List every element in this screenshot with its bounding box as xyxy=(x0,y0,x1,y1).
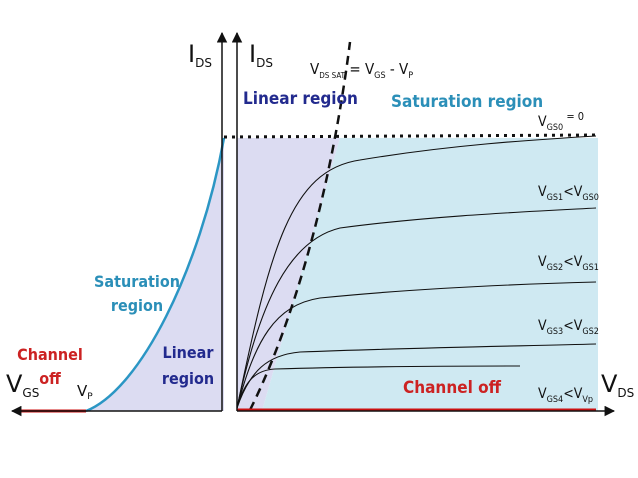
curve-label-vgs0: VGS0 = 0 xyxy=(538,110,584,133)
output-curve-vgs3 xyxy=(236,343,597,409)
left-saturation-label-line2: region xyxy=(111,296,163,315)
left-y-axis-label: IDS xyxy=(188,40,212,70)
idss-dotted-line xyxy=(223,133,599,139)
output-curve-vgs2 xyxy=(236,281,597,409)
output-curve-vgs0 xyxy=(236,135,597,409)
right-saturation-region-fill xyxy=(262,138,598,411)
right-x-axis-label: VDS xyxy=(601,370,634,400)
transfer-characteristic-curve xyxy=(85,137,226,413)
vds-sat-boundary-dashed xyxy=(248,41,352,411)
left-linear-label-line2: region xyxy=(162,369,214,388)
curve-label-vgs3: VGS3<VGS2 xyxy=(538,318,599,337)
output-curve-vgs1 xyxy=(236,207,597,409)
left-x-axis-label: VGS xyxy=(6,370,39,400)
left-channel-off-label-line2: off xyxy=(39,369,61,388)
curve-label-vgs2: VGS2<VGS1 xyxy=(538,254,599,273)
left-linear-label-line1: Linear xyxy=(163,343,215,362)
right-saturation-region-label: Saturation region xyxy=(391,92,543,112)
right-channel-off-label: Channel off xyxy=(403,378,502,398)
vp-label: VP xyxy=(77,382,93,402)
left-linear-region-fill xyxy=(86,138,224,411)
right-y-axis-label: IDS xyxy=(249,40,273,70)
left-channel-off-label-line1: Channel xyxy=(17,345,83,364)
output-curve-vgs4 xyxy=(236,365,521,409)
right-linear-region-fill xyxy=(237,138,340,411)
right-linear-region-label: Linear region xyxy=(243,89,358,109)
curve-label-vgs4: VGS4<VVp xyxy=(538,386,593,405)
left-saturation-label-line1: Saturation xyxy=(94,272,180,291)
vds-sat-formula: VDS SAT = VGS - VP xyxy=(310,60,413,81)
curve-label-vgs1: VGS1<VGS0 xyxy=(538,184,599,203)
